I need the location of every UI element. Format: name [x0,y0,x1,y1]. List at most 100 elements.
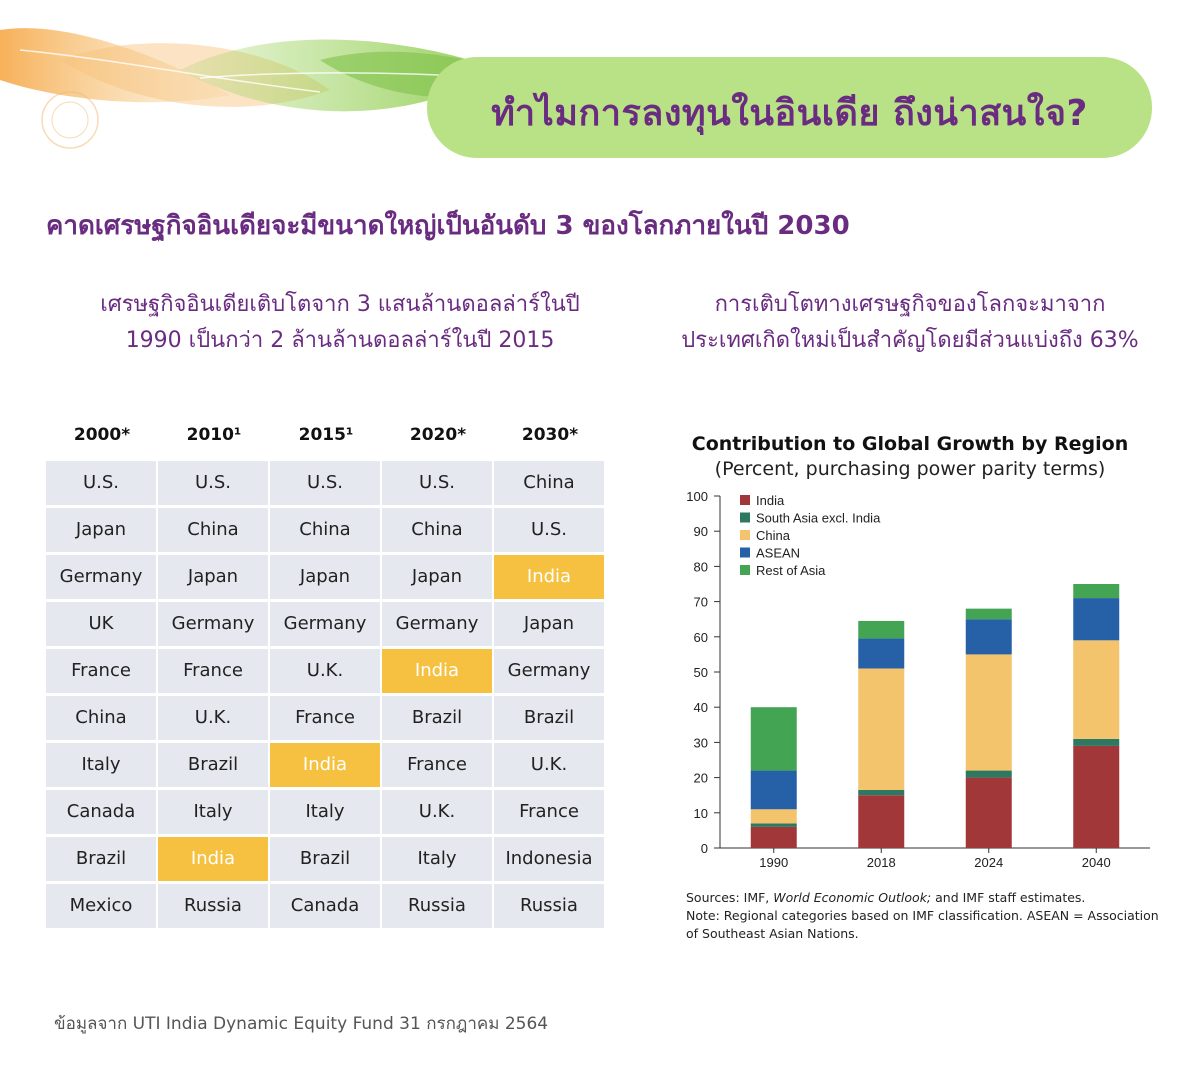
x-tick-label: 1990 [759,855,788,870]
bar-segment [965,608,1012,620]
table-cell: U.S. [270,461,380,505]
ranking-header-cell: 2030* [521,425,579,445]
table-row: Brazil India Brazil Italy Indonesia [46,837,608,881]
right-subtitle-line2: ประเทศเกิดใหม่เป็นสำคัญโดยมีส่วนแบ่งถึง … [681,328,1139,353]
table-cell: Japan [46,508,156,552]
table-row: Germany Japan Japan Japan India [46,555,608,599]
ranking-header-cell: 2000* [73,425,131,445]
table-cell: Russia [158,884,268,928]
table-row: Canada Italy Italy U.K. France [46,790,608,834]
table-cell: Italy [382,837,492,881]
ranking-header-cell: 2020* [409,425,467,445]
gdp-ranking-table: 2000* 2010¹ 2015¹ 2020* 2030* U.S. U.S. U.S. U.… [46,418,608,928]
table-cell: India [382,649,492,693]
bar-segment [858,638,905,669]
table-row: China U.K. France Brazil Brazil [46,696,608,740]
table-cell: Brazil [270,837,380,881]
table-row: Japan China China China U.S. [46,508,608,552]
table-cell: Brazil [494,696,604,740]
bar-segment [858,620,905,639]
legend-label: China [756,528,791,543]
bar-segment [1073,584,1120,599]
chart-title: Contribution to Global Growth by Region [691,433,1129,455]
table-cell: Germany [46,555,156,599]
table-cell: India [494,555,604,599]
bar-segment [965,654,1012,771]
chart-sources: Sources: IMF, World Economic Outlook; an… [686,890,1086,905]
table-cell: Germany [270,602,380,646]
table-row: Italy Brazil India France U.K. [46,743,608,787]
table-cell: U.K. [494,743,604,787]
table-cell: Italy [158,790,268,834]
table-cell: Germany [494,649,604,693]
table-cell: U.S. [158,461,268,505]
table-cell: Brazil [158,743,268,787]
legend-swatch [740,495,750,505]
table-row: France France U.K. India Germany [46,649,608,693]
table-cell: France [158,649,268,693]
table-cell: France [270,696,380,740]
bar-segment [1073,745,1120,848]
table-cell: U.K. [270,649,380,693]
table-cell: Canada [270,884,380,928]
table-cell: UK [46,602,156,646]
bar-segment [750,707,797,771]
table-cell: France [46,649,156,693]
table-cell: Russia [494,884,604,928]
bar-segment [750,809,797,824]
table-cell: Russia [382,884,492,928]
table-row: Mexico Russia Canada Russia Russia [46,884,608,928]
table-cell: U.S. [46,461,156,505]
table-cell: France [382,743,492,787]
bar-segment [750,770,797,810]
chart-notes: Sources: IMF, World Economic Outlook; an… [686,889,1166,943]
legend-swatch [740,530,750,540]
legend-label: South Asia excl. India [756,511,881,526]
table-cell: Germany [158,602,268,646]
y-tick-label: 80 [694,559,708,574]
left-subtitle: เศรษฐกิจอินเดียเติบโตจาก 3 แสนล้านดอลล่า… [60,287,620,359]
headline: คาดเศรษฐกิจอินเดียจะมีขนาดใหญ่เป็นอันดับ… [46,211,850,241]
table-cell: U.K. [382,790,492,834]
bar-segment [965,770,1012,778]
table-row: UK Germany Germany Germany Japan [46,602,608,646]
table-cell: Germany [382,602,492,646]
y-tick-label: 70 [694,595,708,610]
bar-segment [750,823,797,827]
table-cell: Mexico [46,884,156,928]
table-cell: Japan [382,555,492,599]
legend-label: India [756,493,785,508]
banner-title: ทำไมการลงทุนในอินเดีย ถึงน่าสนใจ? [491,93,1088,134]
table-cell: Italy [270,790,380,834]
table-cell: Brazil [46,837,156,881]
bar-segment [1073,640,1120,739]
bar-segment [858,789,905,796]
table-cell: Canada [46,790,156,834]
y-tick-label: 60 [694,630,708,645]
table-row: U.S. U.S. U.S. U.S. China [46,461,608,505]
footer-source: ข้อมูลจาก UTI India Dynamic Equity Fund … [54,1014,549,1034]
left-subtitle-line2: 1990 เป็นกว่า 2 ล้านล้านดอลล่าร์ในปี 201… [125,328,555,353]
table-cell: Japan [494,602,604,646]
table-cell: China [382,508,492,552]
table-cell: China [494,461,604,505]
left-subtitle-line1: เศรษฐกิจอินเดียเติบโตจาก 3 แสนล้านดอลล่า… [100,292,580,317]
table-cell: Indonesia [494,837,604,881]
table-cell: Brazil [382,696,492,740]
ranking-table-header: 2000* 2010¹ 2015¹ 2020* 2030* [46,418,608,458]
table-cell: France [494,790,604,834]
y-tick-label: 30 [694,735,708,750]
table-cell: Japan [158,555,268,599]
table-cell: India [158,837,268,881]
y-tick-label: 50 [694,665,708,680]
legend-label: ASEAN [756,546,800,561]
y-tick-label: 20 [694,771,708,786]
bar-segment [750,826,797,848]
table-cell: China [270,508,380,552]
legend-label: Rest of Asia [756,563,826,578]
right-subtitle-line1: การเติบโตทางเศรษฐกิจของโลกจะมาจาก [714,292,1106,317]
table-cell: U.S. [494,508,604,552]
table-cell: U.S. [382,461,492,505]
bar-segment [858,668,905,790]
